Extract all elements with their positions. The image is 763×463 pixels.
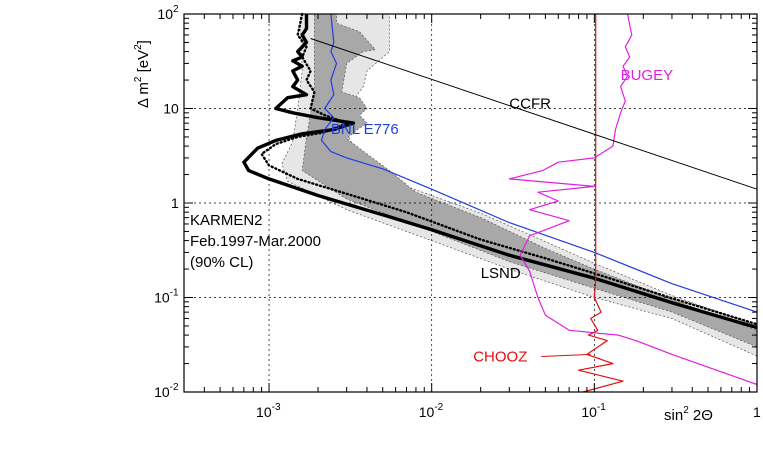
- x-tick-labels: 10-3 10-2 10-1 1: [256, 402, 761, 420]
- curve-bugey: [508, 13, 758, 386]
- y-tick-labels: 10-2 10-1 1 10 102: [154, 4, 179, 400]
- curve-chooz: [577, 14, 624, 393]
- curve-bnl-e776: [320, 13, 758, 313]
- chooz-leader-line: [541, 353, 591, 358]
- y-tick-label: 102: [157, 4, 179, 22]
- y-axis-label: Δ m2 [eV2]: [133, 40, 152, 108]
- legend-line-1: KARMEN2: [190, 212, 263, 229]
- annotation-bugey: BUGEY: [621, 67, 674, 84]
- curve-annotations: BUGEY CCFR BNL E776 LSND CHOOZ: [331, 67, 673, 366]
- annotation-chooz: CHOOZ: [473, 349, 527, 366]
- legend-line-3: (90% CL): [190, 254, 253, 271]
- curve-karmen2-sensitivity: [260, 12, 759, 326]
- allowed-regions: [281, 13, 758, 357]
- x-tick-label: 10-3: [256, 402, 281, 420]
- y-tick-label: 1: [171, 195, 179, 211]
- limit-curves: [242, 12, 759, 393]
- x-axis-label: sin2 2Θ: [664, 405, 713, 424]
- y-tick-label: 10-1: [154, 288, 179, 306]
- axis-ticks: [183, 13, 758, 393]
- y-tick-label: 10-2: [154, 382, 179, 400]
- legend-line-2: Feb.1997-Mar.2000: [190, 233, 321, 250]
- annotation-bnl-e776: BNL E776: [331, 121, 399, 138]
- x-tick-label: 1: [753, 404, 761, 420]
- region-lsnd-90-cl: [301, 13, 758, 348]
- x-tick-label: 10-2: [419, 402, 444, 420]
- x-tick-label: 10-1: [581, 402, 606, 420]
- annotation-lsnd: LSND: [481, 265, 521, 282]
- curve-ccfr: [310, 38, 758, 190]
- annotation-ccfr: CCFR: [509, 96, 551, 113]
- y-tick-label: 10: [163, 101, 179, 117]
